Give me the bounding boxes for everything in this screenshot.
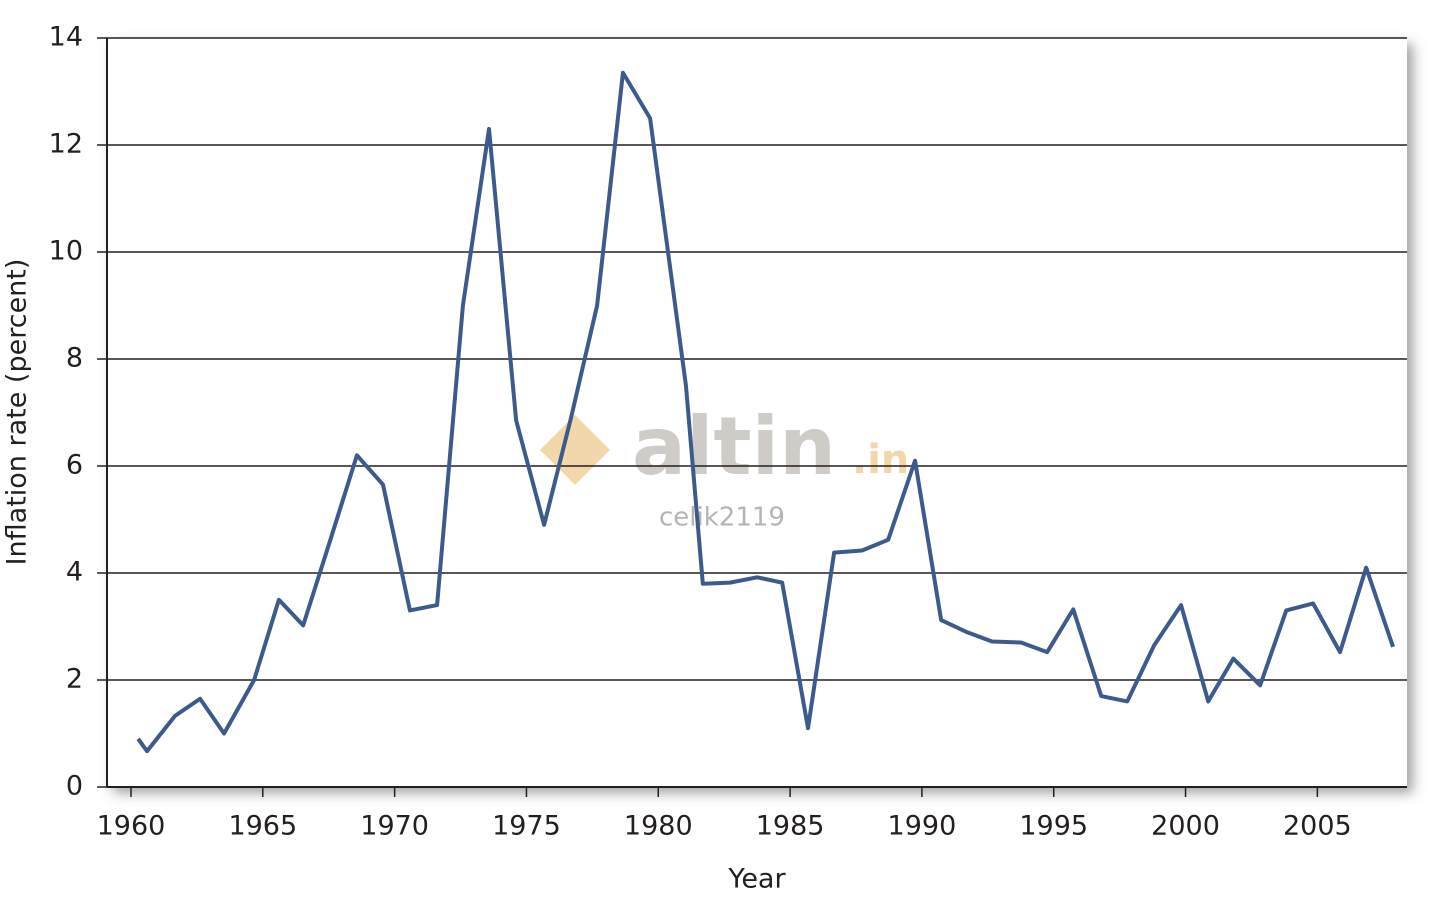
y-tick-label: 2	[66, 664, 83, 695]
watermark: altin .in celik2119	[540, 400, 909, 533]
x-tick-label: 1970	[360, 811, 429, 842]
x-axis-label: Year	[727, 864, 786, 895]
x-tick-label: 1980	[624, 811, 693, 842]
plot-area	[107, 38, 1407, 787]
watermark-user: celik2119	[659, 503, 785, 533]
watermark-brand: altin	[632, 400, 836, 493]
x-tick-label: 1985	[756, 811, 825, 842]
x-tick-label: 1990	[888, 811, 957, 842]
data-line	[136, 70, 1395, 754]
y-tick-label: 0	[66, 771, 83, 802]
watermark-domain: .in	[852, 437, 909, 483]
y-tick-label: 8	[66, 343, 83, 374]
x-tick-label: 1995	[1019, 811, 1088, 842]
x-tick-label: 1975	[492, 811, 561, 842]
x-tick-label: 2000	[1151, 811, 1220, 842]
x-tick-label: 1960	[97, 811, 166, 842]
x-tick-label: 1965	[228, 811, 297, 842]
y-tick-label: 10	[49, 236, 83, 267]
y-tick-label: 14	[49, 22, 83, 53]
y-axis-label: Inflation rate (percent)	[2, 259, 33, 566]
y-tick-label: 12	[49, 129, 83, 160]
x-tick-label: 2005	[1283, 811, 1352, 842]
y-tick-label: 4	[66, 557, 83, 588]
y-tick-label: 6	[66, 450, 83, 481]
